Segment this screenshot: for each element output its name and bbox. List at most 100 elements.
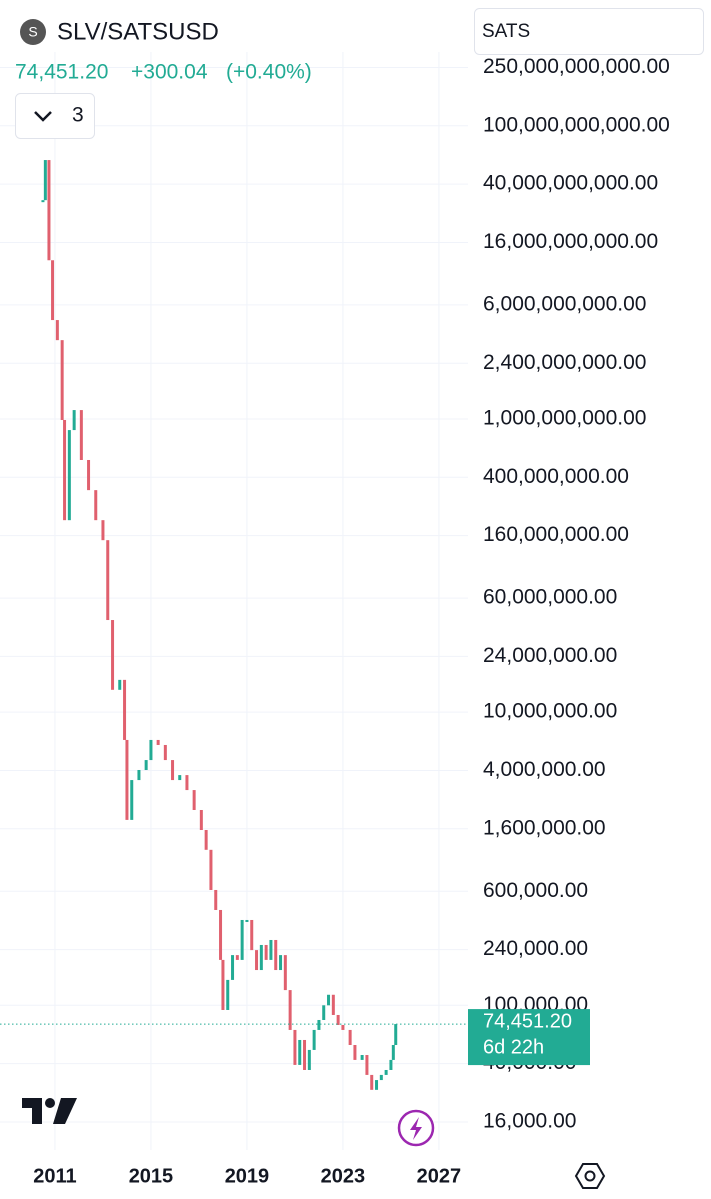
candle [394,1024,398,1045]
candle [221,959,225,1010]
candle [384,1069,388,1075]
y-tick-label: 600,000.00 [483,879,588,902]
change-pct: (+0.40%) [226,61,312,84]
candle [341,1024,345,1030]
candle [312,1029,316,1050]
candle [60,340,64,421]
candle [209,849,213,890]
candle [322,1005,326,1020]
candle [219,909,223,960]
y-tick-label: 240,000.00 [483,937,588,960]
candle [87,459,91,491]
candle [327,994,331,1006]
candle [307,1049,311,1070]
candle [72,410,76,431]
candle [389,1059,393,1070]
candle [178,775,182,781]
change: +300.04 [131,61,208,84]
candle [391,1044,395,1060]
y-tick-label: 40,000,000,000.00 [483,172,658,195]
price: 74,451.20 [15,61,108,84]
x-tick-label: 2027 [417,1165,462,1187]
currency[interactable]: SATS [482,21,530,42]
candle [118,679,122,690]
y-tick-label: 4,000,000.00 [483,758,606,781]
y-tick-label: 160,000,000.00 [483,523,629,546]
candle [245,919,249,922]
y-tick-label: 60,000,000.00 [483,586,617,609]
x-tick-label: 2015 [129,1165,174,1187]
candle [43,160,47,201]
symbol[interactable]: SLV/SATSUSD [57,18,219,45]
candle [255,950,259,971]
candle [171,760,175,781]
candle [214,889,218,910]
indicator-toggle[interactable] [15,93,95,139]
candle [192,790,196,810]
candle [331,994,335,1015]
x-tick-label: 2023 [321,1165,366,1187]
countdown-label: 6d 22h [483,1036,544,1058]
y-tick-label: 2,400,000,000.00 [483,351,647,374]
candle [293,1029,297,1065]
logo-letter: S [28,24,37,40]
candle [185,775,189,791]
y-tick-label: 24,000,000.00 [483,644,617,667]
candle [144,760,148,770]
settings-button[interactable] [574,1163,606,1189]
candle [353,1044,357,1060]
candle [199,809,203,831]
candle [279,955,283,971]
candle [250,919,254,951]
candle [101,520,105,541]
candle [55,320,59,341]
candle [149,739,153,761]
candle [288,990,292,1030]
candle [259,944,263,971]
candle [41,200,45,203]
candle [231,955,235,980]
currency-box[interactable] [474,8,704,55]
candle [317,1019,321,1030]
candle [67,430,71,521]
candle [156,739,160,745]
y-tick-label: 16,000,000,000.00 [483,230,658,253]
candle [125,739,129,820]
candle [298,1039,302,1065]
candle [47,160,51,261]
y-tick-label: 10,000,000.00 [483,700,617,723]
symbol-logo [20,19,46,45]
last-price-box [468,1009,590,1066]
candle [63,420,67,521]
candle [348,1029,352,1045]
y-tick-label: 400,000,000.00 [483,465,629,488]
candle [360,1055,364,1060]
candle [94,490,98,521]
candle [226,979,230,1010]
x-tick-label: 2011 [33,1165,76,1187]
candle [123,679,127,740]
candle [240,919,244,960]
candle [365,1055,369,1075]
lightning-icon [410,1117,422,1140]
candle [269,939,273,960]
chevron-icon [34,111,52,122]
candle [106,540,110,621]
candle [111,620,115,690]
candle [379,1074,383,1081]
candle [375,1080,379,1090]
candle [51,260,55,321]
candle [235,955,239,960]
candle [303,1039,307,1070]
candle [274,939,278,971]
candle [204,830,208,850]
candle [130,780,134,820]
x-tick-label: 2019 [225,1165,270,1187]
indicator-count[interactable]: 3 [72,104,84,127]
y-tick-label: 1,000,000,000.00 [483,407,647,430]
y-tick-label: 250,000,000,000.00 [483,55,670,78]
candle [264,944,268,960]
last-price-label: 74,451.20 [483,1010,572,1032]
